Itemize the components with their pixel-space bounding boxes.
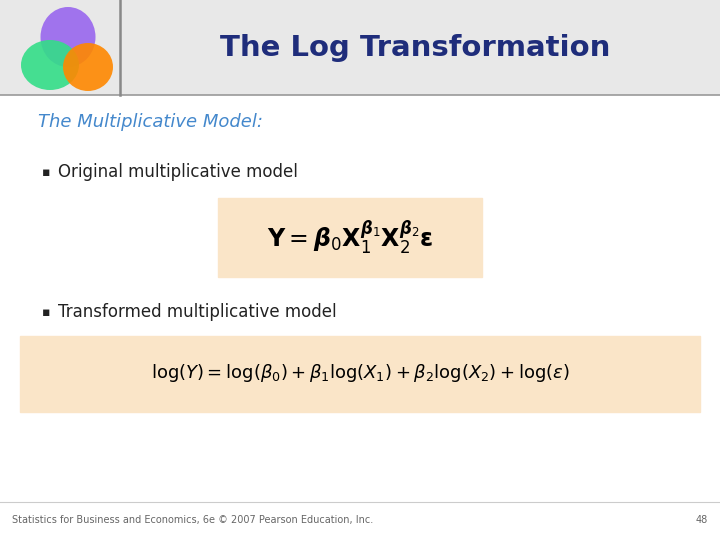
Text: $\mathrm{log}(Y) = \mathrm{log}(\beta_0) + \beta_1\mathrm{log}(X_1) + \beta_2\ma: $\mathrm{log}(Y) = \mathrm{log}(\beta_0)…: [150, 362, 570, 384]
Text: The Multiplicative Model:: The Multiplicative Model:: [38, 113, 263, 131]
Text: Original multiplicative model: Original multiplicative model: [58, 163, 298, 181]
FancyBboxPatch shape: [218, 198, 482, 277]
Ellipse shape: [40, 7, 96, 67]
Text: Statistics for Business and Economics, 6e © 2007 Pearson Education, Inc.: Statistics for Business and Economics, 6…: [12, 515, 373, 525]
Text: $\mathbf{Y} = \boldsymbol{\beta}_0 \mathbf{X}_1^{\boldsymbol{\beta}_1} \mathbf{X: $\mathbf{Y} = \boldsymbol{\beta}_0 \math…: [267, 218, 433, 256]
Ellipse shape: [21, 40, 79, 90]
Ellipse shape: [63, 43, 113, 91]
Text: Transformed multiplicative model: Transformed multiplicative model: [58, 303, 337, 321]
Text: The Log Transformation: The Log Transformation: [220, 34, 610, 62]
Text: ▪: ▪: [42, 306, 50, 319]
Bar: [0, 0, 720, 95]
Text: ▪: ▪: [42, 165, 50, 179]
Text: 48: 48: [696, 515, 708, 525]
FancyBboxPatch shape: [20, 336, 700, 412]
